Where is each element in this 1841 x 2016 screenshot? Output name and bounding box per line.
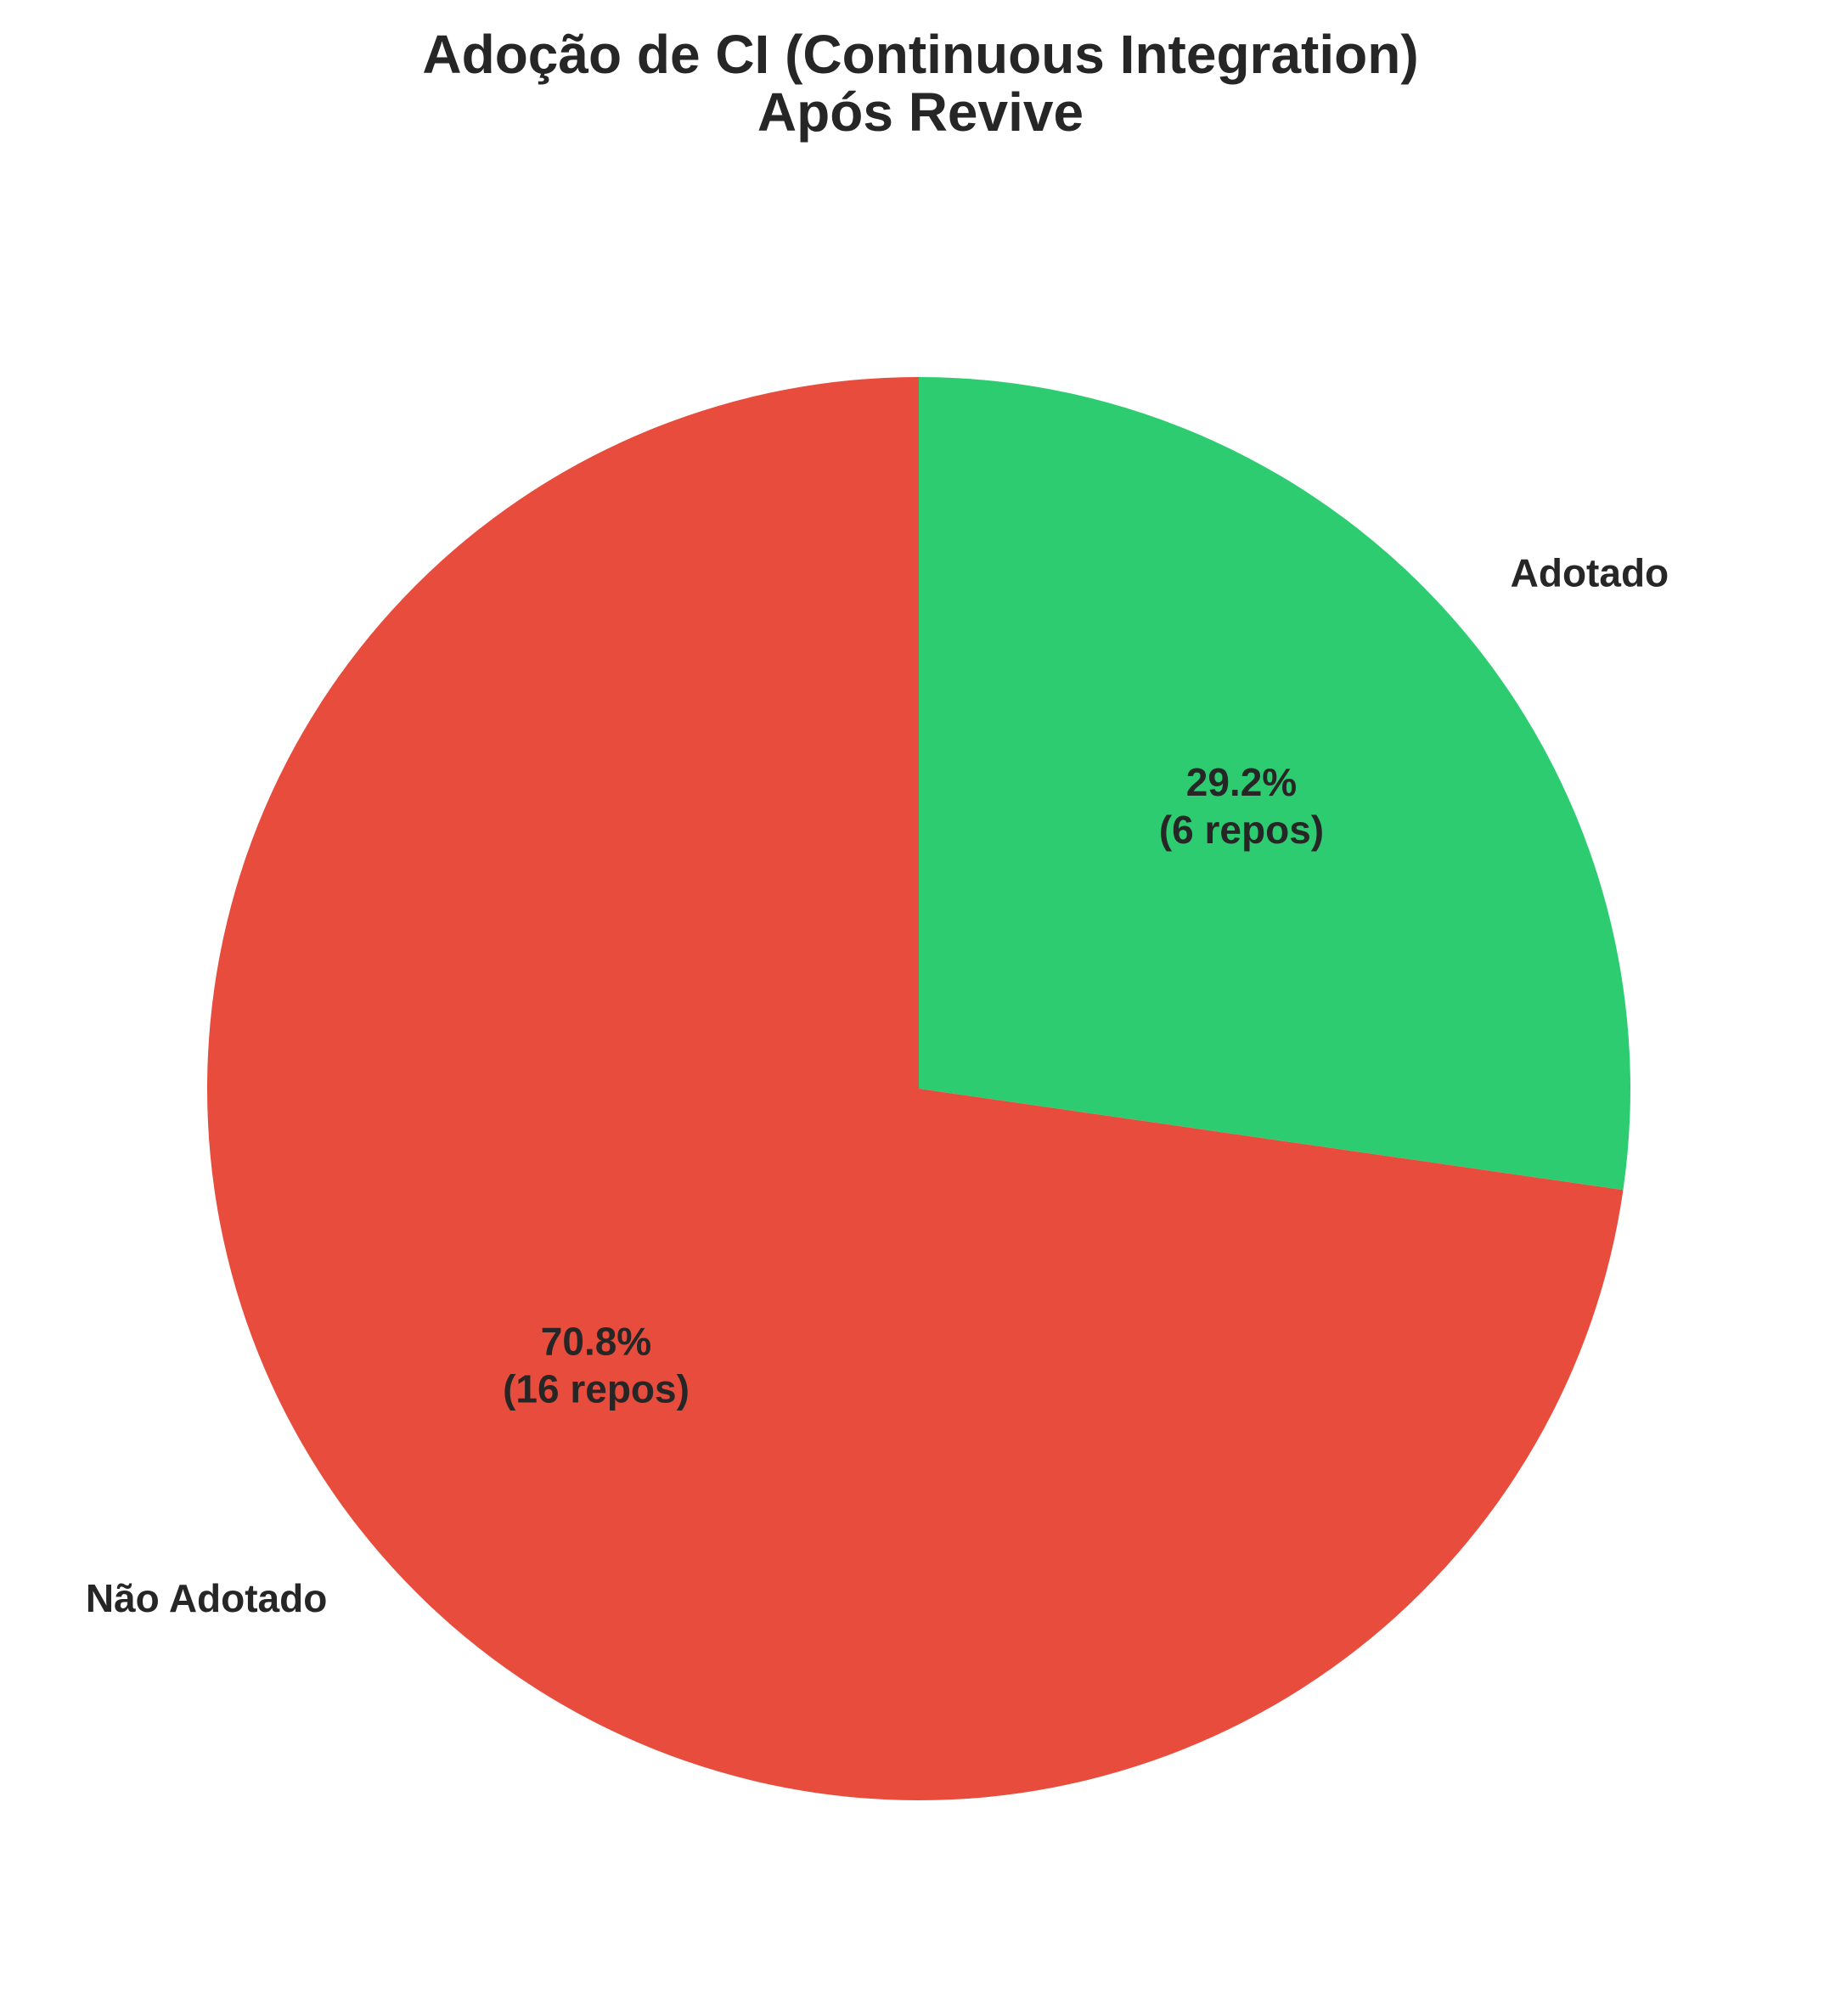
slice-percent-label: 70.8% bbox=[541, 1319, 651, 1363]
chart-title-line-2: Após Revive bbox=[757, 82, 1084, 143]
slice-percent-label: 29.2% bbox=[1186, 760, 1297, 804]
slice-label: Adotado bbox=[1511, 551, 1669, 595]
slice-label: Não Adotado bbox=[86, 1576, 328, 1620]
pie-labels: Adotado 29.2%(6 repos) Não Adotado 70.8%(16… bbox=[86, 551, 1669, 1620]
chart-title-line-1: Adoção de CI (Continuous Integration) bbox=[422, 24, 1419, 85]
slice-count-label: (6 repos) bbox=[1159, 808, 1324, 852]
pie-slice-nao-adotado bbox=[206, 377, 1624, 1800]
pie-slice-adotado bbox=[919, 377, 1630, 1191]
pie-slices bbox=[206, 377, 1630, 1800]
slice-count-label: (16 repos) bbox=[503, 1366, 690, 1411]
